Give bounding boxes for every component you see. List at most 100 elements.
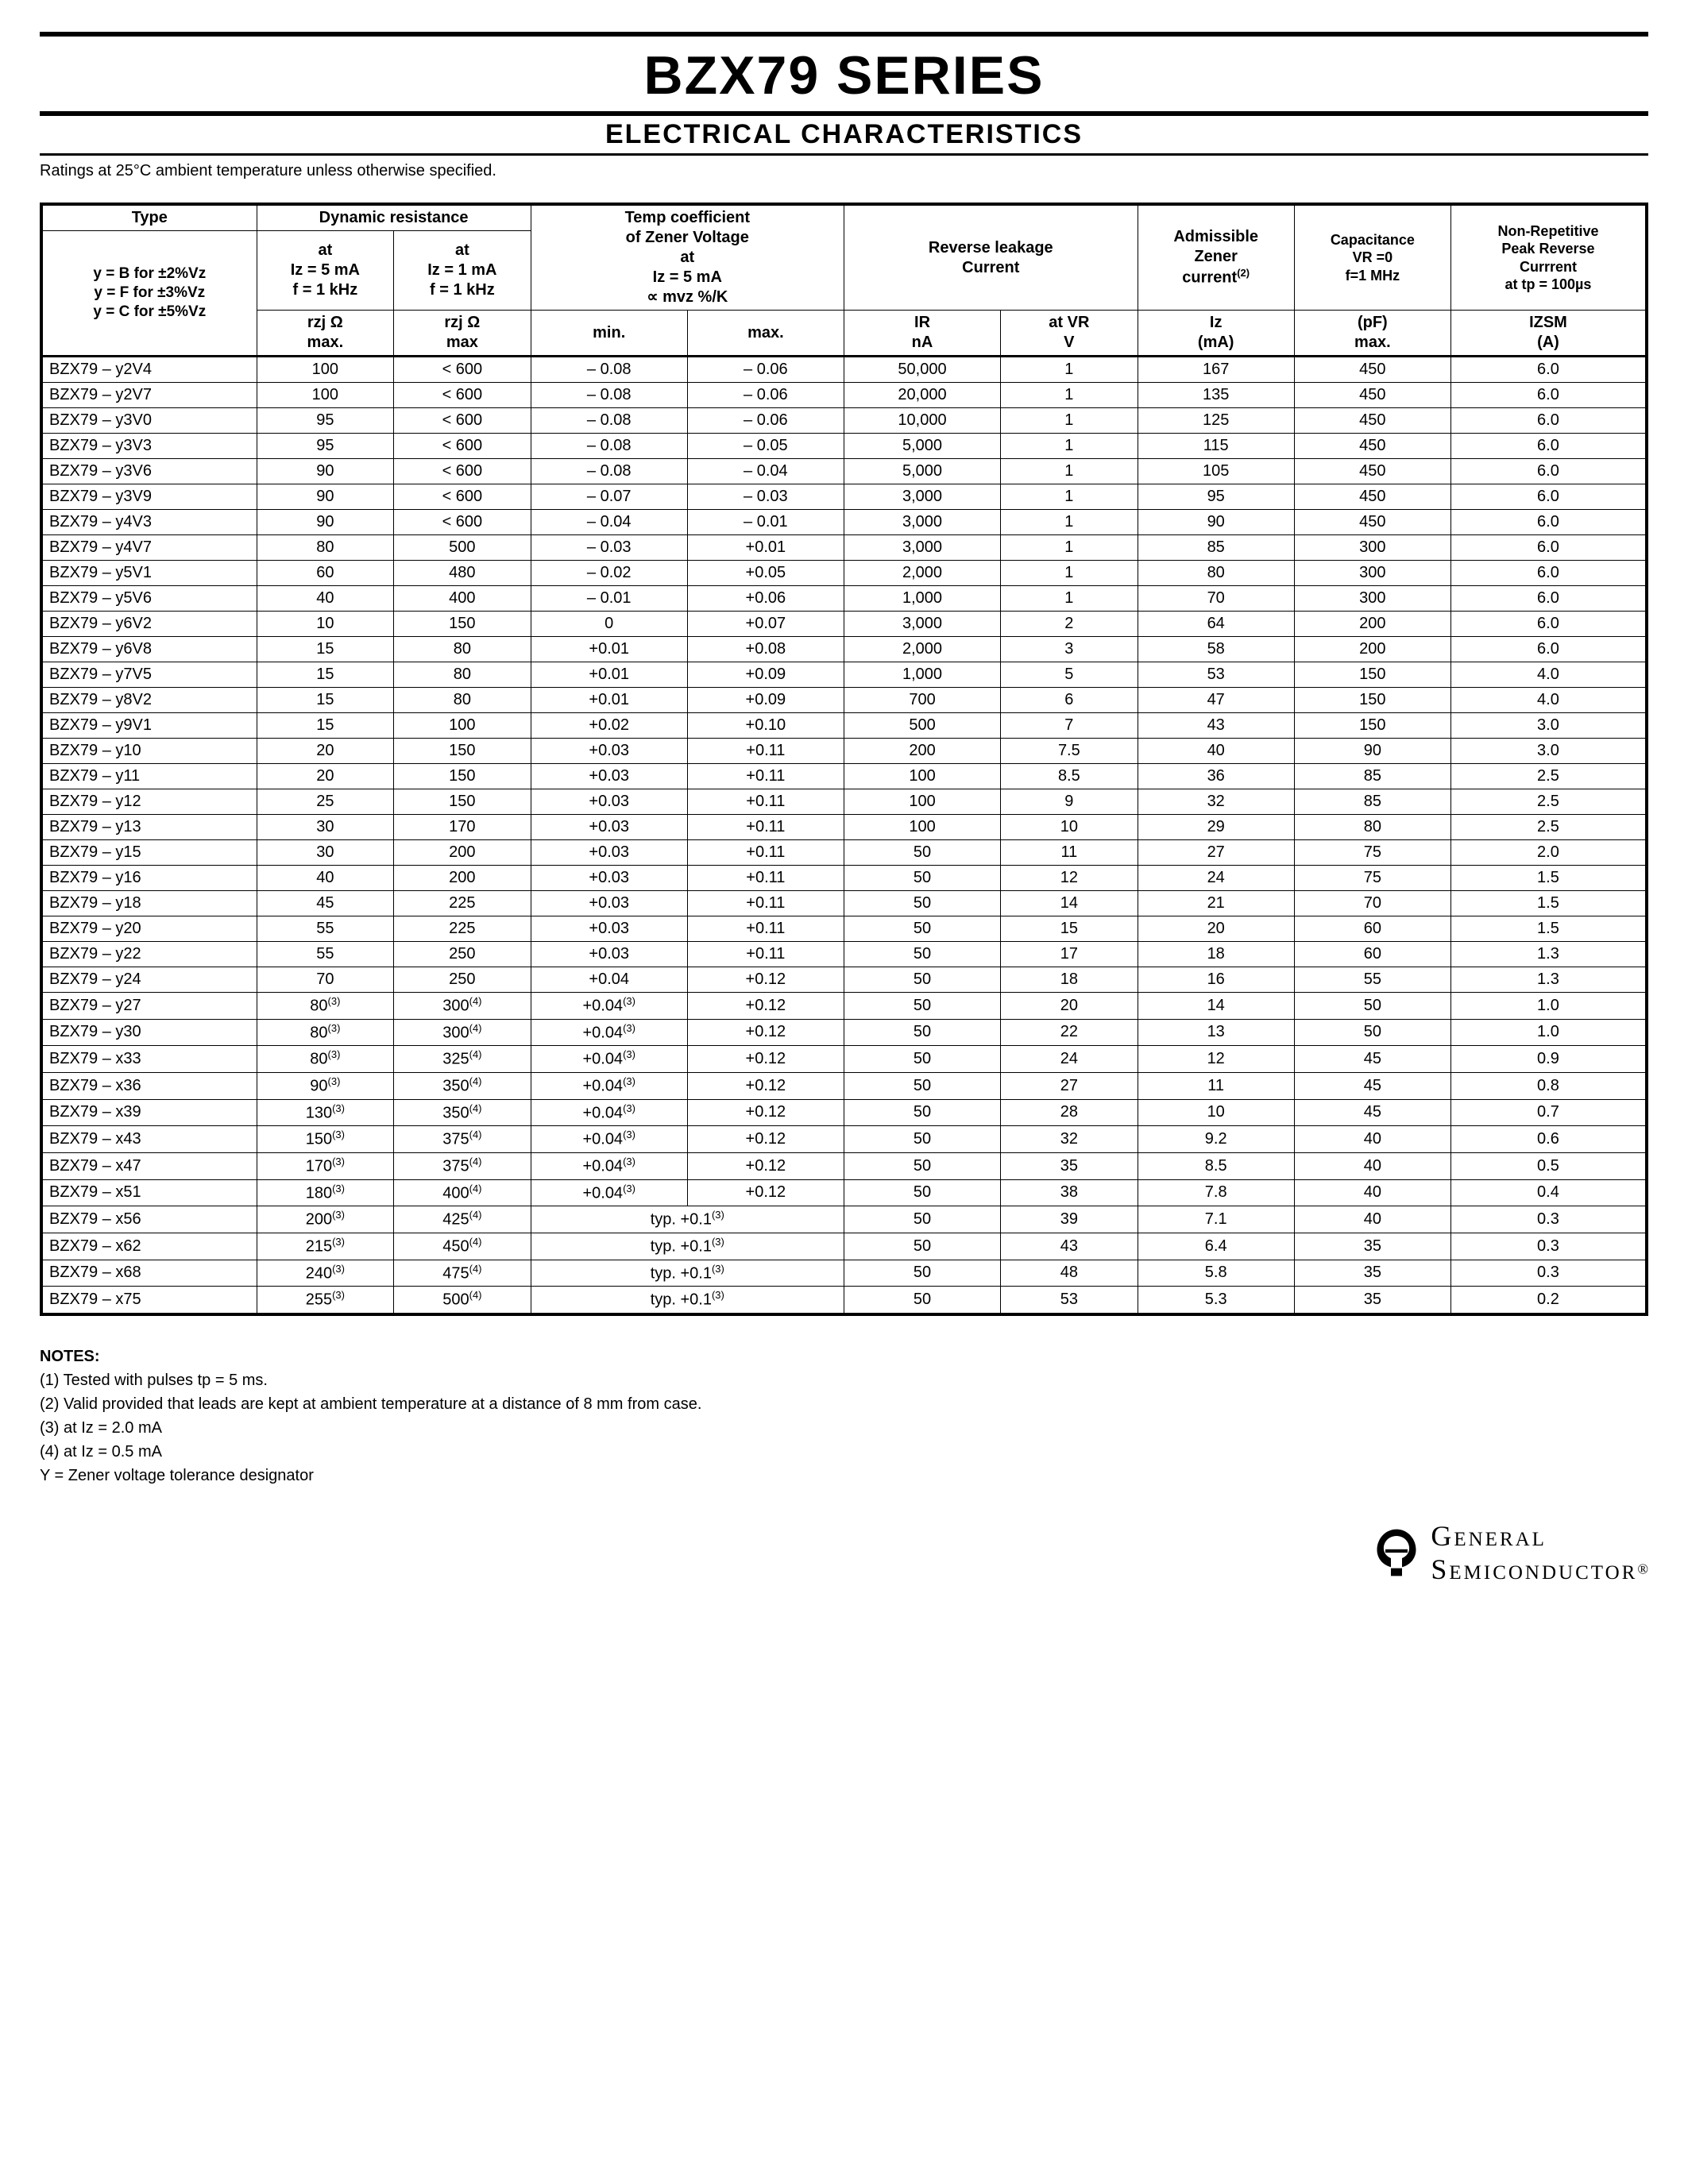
table-row: BZX79 – y2780(3)300(4)+0.04(3)+0.1250201… <box>41 993 1647 1020</box>
table-cell: – 0.03 <box>531 535 687 561</box>
table-cell: BZX79 – x51 <box>41 1179 257 1206</box>
table-cell: 55 <box>257 942 394 967</box>
table-cell: 2.5 <box>1450 764 1647 789</box>
hdr-izsm: IZSM(A) <box>1450 311 1647 357</box>
hdr-cap-unit: (pF)max. <box>1294 311 1450 357</box>
hdr-dyn-5ma: at Iz = 5 mA f = 1 kHz <box>257 231 394 311</box>
table-cell: 250 <box>394 942 531 967</box>
table-cell: 3,000 <box>844 484 1000 510</box>
table-cell: +0.04(3) <box>531 1046 687 1073</box>
table-row: BZX79 – y2255250+0.03+0.11501718601.3 <box>41 942 1647 967</box>
table-cell: 60 <box>1294 916 1450 942</box>
table-cell: 450 <box>1294 357 1450 383</box>
table-cell: +0.03 <box>531 840 687 866</box>
table-cell: 7.5 <box>1001 739 1138 764</box>
table-cell: BZX79 – y16 <box>41 866 257 891</box>
table-cell: 1 <box>1001 510 1138 535</box>
table-cell: +0.05 <box>687 561 844 586</box>
table-cell: 100 <box>844 764 1000 789</box>
table-cell: 0.8 <box>1450 1072 1647 1099</box>
table-cell: – 0.01 <box>531 586 687 612</box>
hdr-vr: at VRV <box>1001 311 1138 357</box>
table-row: BZX79 – y1530200+0.03+0.11501127752.0 <box>41 840 1647 866</box>
table-cell: 0.4 <box>1450 1179 1647 1206</box>
table-cell: – 0.08 <box>531 408 687 434</box>
table-cell: 53 <box>1001 1287 1138 1314</box>
table-cell: 1.0 <box>1450 1019 1647 1046</box>
table-cell: 50 <box>844 1072 1000 1099</box>
characteristics-table: Type Dynamic resistance Temp coefficient… <box>40 203 1648 1316</box>
table-row: BZX79 – y3080(3)300(4)+0.04(3)+0.1250221… <box>41 1019 1647 1046</box>
table-row: BZX79 – x3380(3)325(4)+0.04(3)+0.1250241… <box>41 1046 1647 1073</box>
table-cell: 2,000 <box>844 561 1000 586</box>
table-cell: 50 <box>844 1099 1000 1126</box>
table-row: BZX79 – y9V115100+0.02+0.105007431503.0 <box>41 713 1647 739</box>
table-cell: 29 <box>1138 815 1294 840</box>
table-cell: +0.04(3) <box>531 993 687 1020</box>
table-cell: 35 <box>1294 1260 1450 1287</box>
table-cell: 6.0 <box>1450 561 1647 586</box>
table-cell: 1.3 <box>1450 967 1647 993</box>
table-cell: 170 <box>394 815 531 840</box>
table-cell: – 0.02 <box>531 561 687 586</box>
table-cell: 50 <box>844 1126 1000 1153</box>
table-cell: +0.08 <box>687 637 844 662</box>
table-cell: 14 <box>1138 993 1294 1020</box>
table-cell: BZX79 – y18 <box>41 891 257 916</box>
table-cell: 1.3 <box>1450 942 1647 967</box>
table-cell: 15 <box>257 713 394 739</box>
table-cell: BZX79 – y4V3 <box>41 510 257 535</box>
table-cell: 200(3) <box>257 1206 394 1233</box>
table-cell: 9.2 <box>1138 1126 1294 1153</box>
table-cell: 250 <box>394 967 531 993</box>
table-cell: 85 <box>1294 764 1450 789</box>
table-cell: 1.0 <box>1450 993 1647 1020</box>
table-cell: +0.11 <box>687 891 844 916</box>
table-cell: +0.12 <box>687 1179 844 1206</box>
table-cell: +0.03 <box>531 891 687 916</box>
table-cell: 2,000 <box>844 637 1000 662</box>
table-cell: 115 <box>1138 434 1294 459</box>
table-cell: 36 <box>1138 764 1294 789</box>
table-cell: BZX79 – y3V3 <box>41 434 257 459</box>
table-cell: 0.7 <box>1450 1099 1647 1126</box>
table-cell: 80(3) <box>257 1019 394 1046</box>
table-cell: 30 <box>257 815 394 840</box>
table-cell: BZX79 – y30 <box>41 1019 257 1046</box>
table-cell: 5,000 <box>844 434 1000 459</box>
table-cell: 45 <box>257 891 394 916</box>
table-cell: 50 <box>1294 1019 1450 1046</box>
table-row: BZX79 – y4V390< 600– 0.04– 0.013,0001904… <box>41 510 1647 535</box>
table-cell: 25 <box>257 789 394 815</box>
table-cell: 450 <box>1294 383 1450 408</box>
table-cell: 170(3) <box>257 1152 394 1179</box>
table-cell: BZX79 – y15 <box>41 840 257 866</box>
table-cell: 1 <box>1001 459 1138 484</box>
table-cell: 300 <box>1294 586 1450 612</box>
page-title: BZX79 SERIES <box>40 37 1648 111</box>
table-cell: 100 <box>257 383 394 408</box>
table-cell: BZX79 – x68 <box>41 1260 257 1287</box>
table-cell: 480 <box>394 561 531 586</box>
table-cell: BZX79 – y3V6 <box>41 459 257 484</box>
table-cell: 240(3) <box>257 1260 394 1287</box>
table-cell: +0.04 <box>531 967 687 993</box>
table-cell: +0.12 <box>687 1072 844 1099</box>
table-row: BZX79 – y2470250+0.04+0.12501816551.3 <box>41 967 1647 993</box>
table-cell: 50 <box>844 967 1000 993</box>
table-cell: 13 <box>1138 1019 1294 1046</box>
table-cell: +0.01 <box>531 662 687 688</box>
table-cell: 500 <box>844 713 1000 739</box>
hdr-tempcoef: Temp coefficient of Zener Voltage at Iz … <box>531 204 844 311</box>
table-cell: BZX79 – y24 <box>41 967 257 993</box>
table-cell: 350(4) <box>394 1099 531 1126</box>
table-cell: 2.0 <box>1450 840 1647 866</box>
table-cell: 10 <box>1001 815 1138 840</box>
table-cell: 450 <box>1294 408 1450 434</box>
table-cell: 1.5 <box>1450 866 1647 891</box>
table-cell: 7 <box>1001 713 1138 739</box>
table-row: BZX79 – y1330170+0.03+0.111001029802.5 <box>41 815 1647 840</box>
table-cell: < 600 <box>394 357 531 383</box>
table-row: BZX79 – y3V395< 600– 0.08– 0.055,0001115… <box>41 434 1647 459</box>
table-row: BZX79 – y5V640400– 0.01+0.061,0001703006… <box>41 586 1647 612</box>
